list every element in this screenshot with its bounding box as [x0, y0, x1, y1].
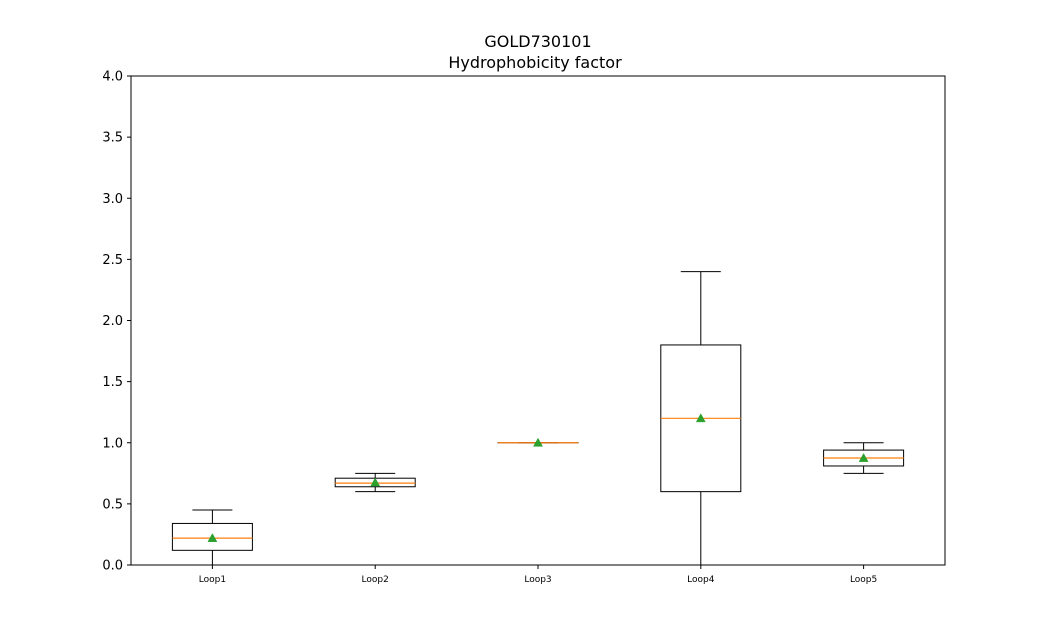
y-tick-label: 0.5 — [102, 497, 123, 512]
x-tick-label: Loop3 — [524, 575, 551, 585]
plot-area: 0.0 0.5 1.0 1.5 2.0 2.5 3.0 3.5 4.0 Loop1 Loop2 Loo… — [102, 70, 946, 585]
y-tick-label: 0.0 — [102, 559, 123, 574]
axes-frame — [130, 75, 946, 566]
y-tick-label: 1.0 — [102, 436, 123, 451]
y-tick-label: 1.5 — [102, 375, 123, 390]
y-tick-label: 2.5 — [102, 253, 123, 268]
mean-marker — [858, 453, 869, 462]
x-tick-label: Loop2 — [362, 575, 389, 585]
y-tick-label: 2.0 — [102, 314, 123, 329]
chart-title: GOLD730101 — [484, 32, 591, 51]
chart-subtitle: Hydrophobicity factor — [448, 53, 622, 72]
x-tick-label: Loop4 — [687, 575, 715, 585]
mean-marker — [370, 477, 381, 487]
y-tick-label: 3.5 — [102, 131, 123, 146]
mean-marker — [207, 533, 218, 542]
x-tick-label: Loop1 — [199, 575, 226, 585]
box-loop1 — [171, 522, 253, 551]
y-tick-label: 3.0 — [102, 192, 123, 207]
mean-marker — [533, 437, 543, 447]
y-tick-label: 4.0 — [102, 70, 123, 85]
mean-marker — [695, 413, 706, 423]
x-tick-label: Loop5 — [850, 575, 877, 585]
